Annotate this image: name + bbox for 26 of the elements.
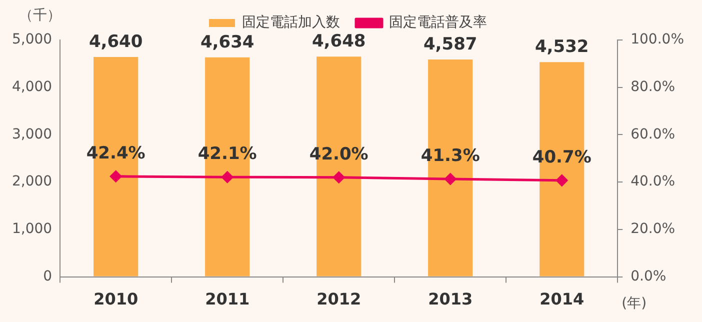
y2-tick-label: 100.0% (630, 32, 684, 48)
data-label: 4,532 (534, 37, 589, 58)
data-label: 4,640 (88, 32, 143, 52)
legend-label: 固定電話加入数 (242, 14, 340, 31)
x-tick-label: 2010 (94, 290, 138, 309)
legend-label: 固定電話普及率 (389, 14, 487, 31)
y2-tick-label: 60.0% (630, 126, 676, 142)
data-label: 4,587 (423, 34, 478, 54)
y-tick-label: 5,000 (12, 32, 52, 48)
y-tick-label: 2,000 (12, 174, 52, 190)
x-tick-label: 2011 (205, 290, 250, 309)
y2-tick-label: 20.0% (630, 221, 676, 238)
data-label: 4,648 (312, 32, 366, 52)
x-tick-label: 2013 (428, 290, 473, 309)
y2-tick-label: 80.0% (630, 79, 676, 95)
x-axis-title: (年) (622, 296, 647, 312)
y-tick-label: 4,000 (12, 79, 52, 95)
y2-tick-label: 40.0% (630, 174, 676, 190)
y-tick-label: 0 (43, 268, 52, 284)
y-tick-label: 1,000 (12, 221, 52, 238)
data-label: 4,634 (200, 32, 254, 52)
y2-tick-label: 0.0% (630, 268, 666, 284)
x-tick-label: 2014 (540, 290, 584, 309)
y-tick-label: 3,000 (12, 126, 52, 142)
y-axis-title: （千） (19, 8, 61, 24)
x-tick-label: 2012 (316, 290, 362, 309)
